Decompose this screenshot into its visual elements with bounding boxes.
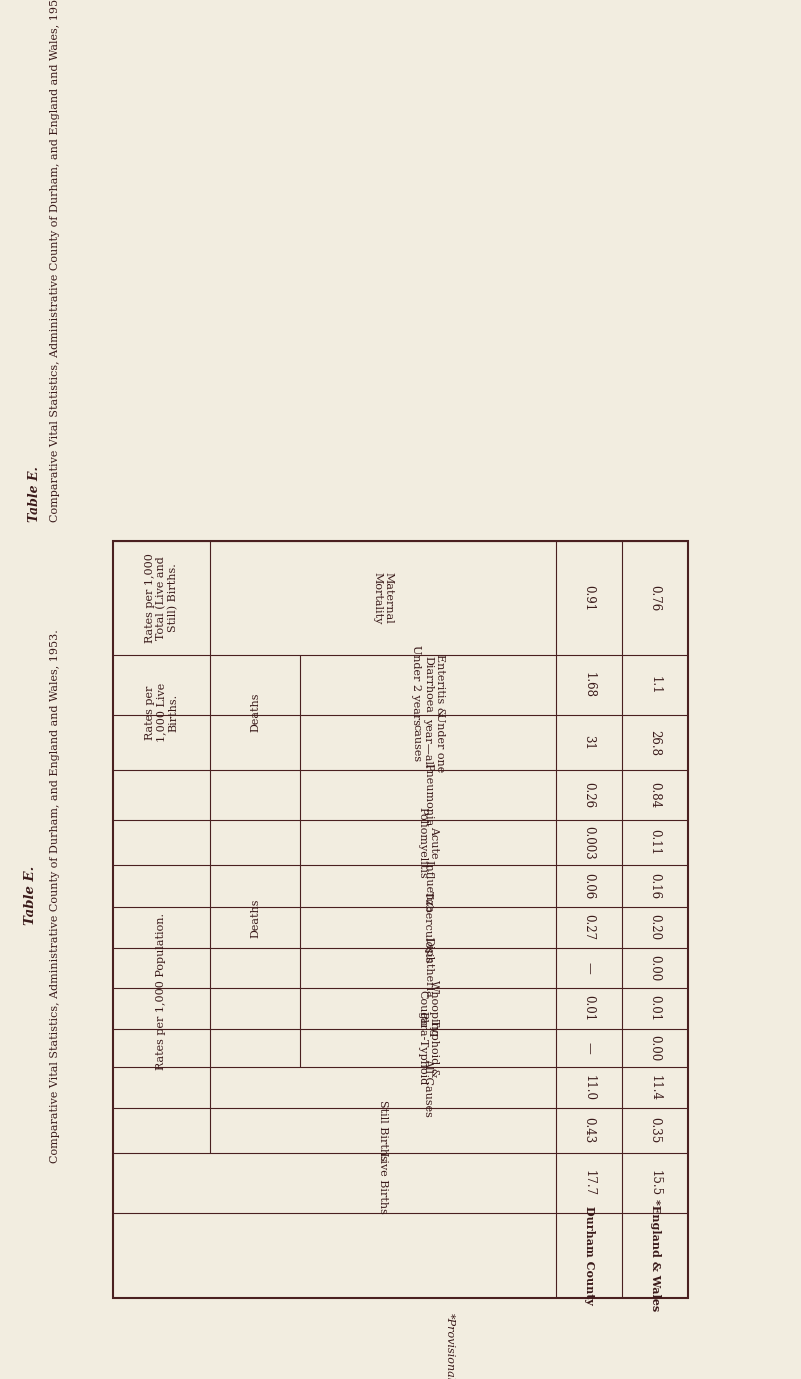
Text: Whooping
Cough: Whooping Cough (417, 980, 439, 1037)
Text: Rates per
1,000 Live
Births.: Rates per 1,000 Live Births. (145, 683, 178, 742)
Text: Maternal
Mortality: Maternal Mortality (372, 571, 394, 623)
Text: 15.5: 15.5 (649, 1169, 662, 1196)
Text: 0.06: 0.06 (582, 873, 595, 899)
Text: Typhoid &
Para-Typhoid: Typhoid & Para-Typhoid (417, 1011, 439, 1085)
Text: Diphtheria: Diphtheria (423, 938, 433, 998)
Text: *England & Wales: *England & Wales (650, 1200, 661, 1311)
Text: 0.91: 0.91 (582, 585, 595, 611)
Text: Table E.: Table E. (29, 466, 42, 521)
Text: Deaths: Deaths (250, 692, 260, 732)
Text: *Provisional.: *Provisional. (445, 1313, 455, 1379)
Text: Live Births: Live Births (378, 1151, 388, 1214)
Text: 0.27: 0.27 (582, 914, 595, 940)
Text: —: — (582, 961, 595, 974)
Text: 11.4: 11.4 (649, 1074, 662, 1100)
Text: 11.0: 11.0 (582, 1074, 595, 1100)
Text: 17.7: 17.7 (582, 1169, 595, 1196)
Text: 0.43: 0.43 (582, 1117, 595, 1143)
Text: Comparative Vital Statistics, Administrative County of Durham, and England and W: Comparative Vital Statistics, Administra… (50, 629, 60, 1162)
Text: Pneumonia: Pneumonia (423, 764, 433, 826)
Text: Enteritis &
Diarrhoea
Under 2 years: Enteritis & Diarrhoea Under 2 years (412, 645, 445, 725)
Text: Durham County: Durham County (583, 1207, 594, 1305)
Text: Table E.: Table E. (23, 866, 37, 925)
Text: 0.35: 0.35 (649, 1117, 662, 1143)
Text: Deaths: Deaths (250, 899, 260, 938)
Text: 0.01: 0.01 (582, 996, 595, 1022)
Text: Rates per 1,000
Total (Live and
Still) Births.: Rates per 1,000 Total (Live and Still) B… (144, 553, 179, 643)
Text: 0.16: 0.16 (649, 873, 662, 899)
Text: 0.76: 0.76 (649, 585, 662, 611)
Text: 0.84: 0.84 (649, 782, 662, 808)
Text: 0.11: 0.11 (649, 830, 662, 855)
Text: Still Births: Still Births (378, 1100, 388, 1161)
Text: 0.00: 0.00 (649, 954, 662, 980)
Text: Tuberculosis: Tuberculosis (423, 891, 433, 964)
Text: 0.003: 0.003 (582, 826, 595, 859)
Text: 0.26: 0.26 (582, 782, 595, 808)
Text: 0.20: 0.20 (649, 914, 662, 940)
Text: Rates per 1,000 Population.: Rates per 1,000 Population. (156, 913, 167, 1070)
Text: Influenza: Influenza (423, 859, 433, 913)
Text: Comparative Vital Statistics, Administrative County of Durham, and England and W: Comparative Vital Statistics, Administra… (50, 0, 60, 521)
Text: 1.1: 1.1 (649, 676, 662, 694)
Text: 26.8: 26.8 (649, 729, 662, 756)
Bar (113, 541, 688, 1299)
Text: 31: 31 (582, 735, 595, 750)
Text: —: — (582, 1043, 595, 1054)
Text: 0.01: 0.01 (649, 996, 662, 1022)
Text: All Causes: All Causes (423, 1058, 433, 1117)
Text: 0.00: 0.00 (649, 1034, 662, 1060)
Text: Acute
Poliomyelitis: Acute Poliomyelitis (417, 807, 439, 878)
Text: Under one
year—all
causes: Under one year—all causes (412, 713, 445, 772)
Text: 1.68: 1.68 (582, 672, 595, 698)
